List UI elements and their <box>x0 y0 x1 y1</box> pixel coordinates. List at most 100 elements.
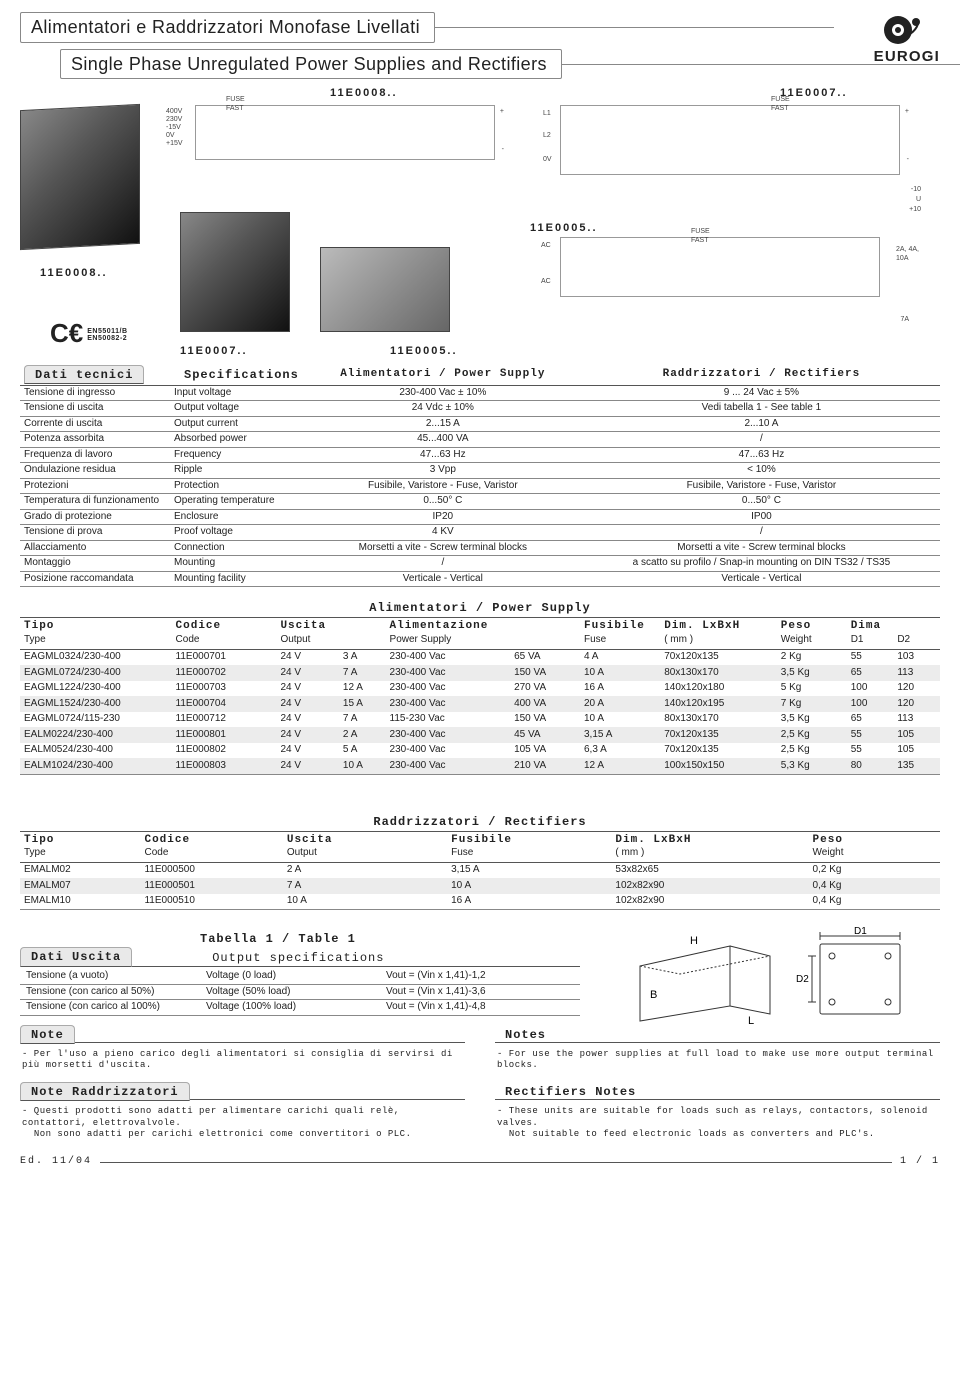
table-cell: 80x130x170 <box>660 712 777 728</box>
table-cell: 2 Kg <box>777 649 847 665</box>
table-cell: 105 VA <box>510 743 580 759</box>
table-cell: Voltage (50% load) <box>200 984 380 1000</box>
spec-cell: Output voltage <box>170 401 303 417</box>
table-cell: 230-400 Vac <box>386 743 511 759</box>
spec-cell: 4 KV <box>303 525 583 541</box>
schematic-11e0005: AC AC FUSE FAST 2A, 4A, 10A 7A <box>560 237 880 297</box>
table-header: Fuse <box>447 847 611 862</box>
spec-cell: a scatto su profilo / Snap-in mounting o… <box>583 556 940 572</box>
dimension-diagram: H B L D1 D2 <box>620 926 920 1026</box>
table-header: Weight <box>809 847 940 862</box>
table-cell: 3,5 Kg <box>777 712 847 728</box>
spec-cell: 47...63 Hz <box>583 447 940 463</box>
table-cell: 2,5 Kg <box>777 727 847 743</box>
table-cell: EMALM07 <box>20 878 140 894</box>
spec-cell: Frequenza di lavoro <box>20 447 170 463</box>
table-cell: 53x82x65 <box>611 862 808 878</box>
table-header: Output <box>276 634 338 649</box>
table-header: Fusibile <box>580 618 660 634</box>
schematic-11e0008: 400V 230V -15V 0V +15V FUSE FAST + - <box>195 105 495 160</box>
spec-cell: Tensione di ingresso <box>20 385 170 401</box>
table-cell: EAGML1524/230-400 <box>20 696 172 712</box>
table-header: Type <box>20 847 140 862</box>
brand-name: EUROGI <box>874 48 940 67</box>
table-cell: 230-400 Vac <box>386 665 511 681</box>
table-cell: 10 A <box>580 665 660 681</box>
table-cell: 55 <box>847 727 894 743</box>
table-cell: 100 <box>847 681 894 697</box>
table-header: ( mm ) <box>611 847 808 862</box>
table-cell: 230-400 Vac <box>386 727 511 743</box>
spec-cell: Potenza assorbita <box>20 432 170 448</box>
title-english: Single Phase Unregulated Power Supplies … <box>60 49 562 80</box>
table-cell: 3,15 A <box>580 727 660 743</box>
table1-heading-en: Output specifications <box>132 949 384 967</box>
table-cell: EMALM10 <box>20 894 140 910</box>
spec-cell: Fusibile, Varistore - Fuse, Varistor <box>303 478 583 494</box>
spec-cell: Morsetti a vite - Screw terminal blocks <box>303 540 583 556</box>
spec-cell: 45...400 VA <box>303 432 583 448</box>
table-cell: 7 A <box>283 878 447 894</box>
svg-text:B: B <box>650 989 657 1001</box>
ps-table-title: Alimentatori / Power Supply <box>20 601 940 618</box>
rect-notes-text-it: - Questi prodotti sono adatti per alimen… <box>20 1102 465 1144</box>
spec-cell: Vedi tabella 1 - See table 1 <box>583 401 940 417</box>
spec-col-rectifiers: Raddrizzatori / Rectifiers <box>583 367 940 385</box>
table-header: Weight <box>777 634 847 649</box>
rectifiers-table: TipoCodiceUscitaFusibileDim. LxBxHPeso T… <box>20 832 940 911</box>
table-cell: 11E000801 <box>172 727 277 743</box>
table-header: Power Supply <box>386 634 511 649</box>
table-cell: 2 A <box>283 862 447 878</box>
table-cell: 2 A <box>339 727 386 743</box>
label-11e0008-top: 11E0008.. <box>330 87 398 101</box>
spec-cell: Frequency <box>170 447 303 463</box>
table-cell: 10 A <box>580 712 660 728</box>
spec-cell: Mounting facility <box>170 571 303 587</box>
schematic-11e0007: L1 L2 0V FUSE FAST + - -10 U +10 <box>560 105 900 175</box>
label-11e0005-bot: 11E0005.. <box>390 345 458 359</box>
table-cell: 100 <box>847 696 894 712</box>
table-cell: 140x120x180 <box>660 681 777 697</box>
table-header: Fuse <box>580 634 660 649</box>
notes-heading-en: Notes <box>495 1026 546 1043</box>
label-11e0007-bot: 11E0007.. <box>180 345 248 359</box>
brand-logo: EUROGI <box>874 10 940 67</box>
table-cell: EMALM02 <box>20 862 140 878</box>
table-cell: 70x120x135 <box>660 649 777 665</box>
table-cell: Voltage (0 load) <box>200 969 380 984</box>
spec-cell: Input voltage <box>170 385 303 401</box>
table-header <box>339 618 386 634</box>
table-cell: 55 <box>847 743 894 759</box>
table-header <box>510 618 580 634</box>
spec-cell: Operating temperature <box>170 494 303 510</box>
table-cell: 135 <box>893 758 940 774</box>
table-header: Fusibile <box>447 832 611 848</box>
table-cell: 2,5 Kg <box>777 743 847 759</box>
table-cell: 150 VA <box>510 712 580 728</box>
table-cell: 230-400 Vac <box>386 681 511 697</box>
table-cell: 70x120x135 <box>660 743 777 759</box>
table-cell: 20 A <box>580 696 660 712</box>
page-footer: Ed. 11/04 1 / 1 <box>20 1156 940 1169</box>
table-cell: 11E000703 <box>172 681 277 697</box>
notes-heading-it: Note <box>20 1025 75 1044</box>
table-cell: EALM1024/230-400 <box>20 758 172 774</box>
table-cell: 24 V <box>276 681 338 697</box>
svg-text:D1: D1 <box>854 926 867 937</box>
spec-cell: Allacciamento <box>20 540 170 556</box>
table-cell: 11E000510 <box>140 894 282 910</box>
svg-text:D2: D2 <box>796 974 809 985</box>
table-cell: 16 A <box>580 681 660 697</box>
spec-cell: Fusibile, Varistore - Fuse, Varistor <box>583 478 940 494</box>
table-header: D1 <box>847 634 894 649</box>
table-header: Uscita <box>283 832 447 848</box>
spec-cell: Protection <box>170 478 303 494</box>
table-cell: 15 A <box>339 696 386 712</box>
spec-cell: Tensione di prova <box>20 525 170 541</box>
page-header: Alimentatori e Raddrizzatori Monofase Li… <box>20 12 940 79</box>
table-header: Uscita <box>276 618 338 634</box>
footer-page: 1 / 1 <box>900 1156 940 1169</box>
spec-cell: Verticale - Vertical <box>583 571 940 587</box>
title-italian: Alimentatori e Raddrizzatori Monofase Li… <box>20 12 435 43</box>
table-cell: 70x120x135 <box>660 727 777 743</box>
